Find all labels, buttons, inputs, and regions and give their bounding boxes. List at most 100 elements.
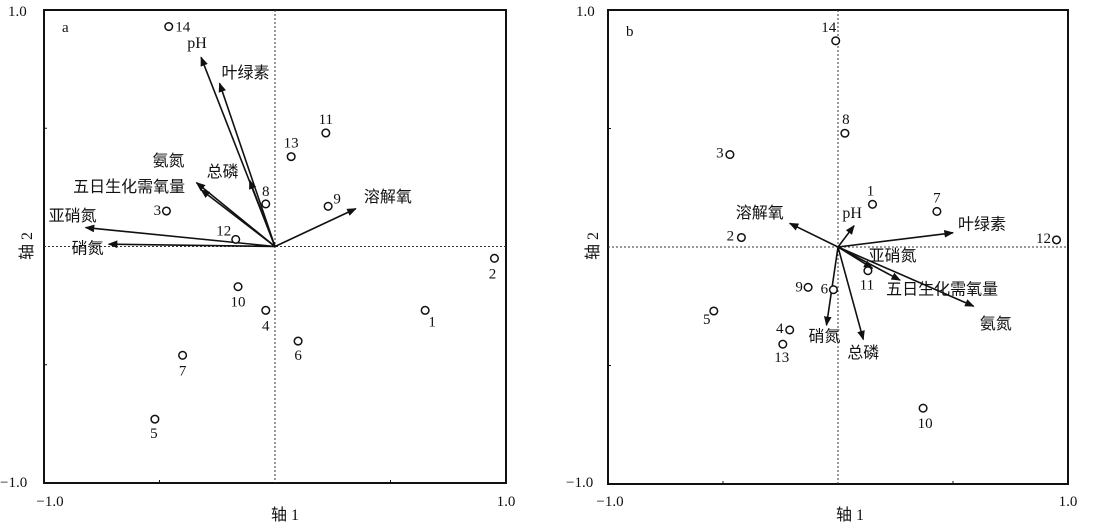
- site-point: [261, 305, 271, 315]
- vector-label: 总磷: [207, 163, 239, 181]
- site-point: [778, 339, 788, 349]
- panel-label: a: [62, 20, 69, 36]
- site-label: 6: [821, 282, 829, 298]
- site-point: [932, 206, 942, 216]
- site-label: 6: [294, 348, 302, 364]
- site-point: [321, 128, 331, 138]
- vector-arrow: [788, 222, 839, 248]
- site-point: [293, 336, 303, 346]
- y-tick-label-bottom: −1.0: [566, 475, 593, 491]
- site-label: 5: [150, 426, 158, 442]
- site-label: 2: [489, 266, 497, 282]
- site-point: [489, 253, 500, 263]
- vector-arrow: [84, 224, 276, 248]
- vector-arrow: [837, 246, 865, 341]
- vector-label: 氨氮: [980, 315, 1012, 333]
- vector-arrow: [837, 246, 901, 281]
- site-label: 3: [154, 203, 162, 219]
- site-point: [261, 199, 271, 209]
- site-point: [828, 285, 838, 295]
- y-tick-label-top: 1.0: [8, 4, 27, 20]
- site-label: 2: [727, 229, 735, 245]
- site-label: 9: [795, 279, 803, 295]
- site-point: [785, 325, 795, 335]
- vector-label: 溶解氧: [736, 204, 784, 222]
- vector-label: pH: [187, 35, 207, 52]
- site-point: [709, 306, 719, 316]
- vector-label: 五日生化需氧量: [73, 178, 185, 196]
- vector-label: 叶绿素: [222, 64, 270, 82]
- y-axis-title: 轴 2: [584, 232, 602, 260]
- site-label: 5: [703, 312, 711, 328]
- x-axis-title: 轴 1: [836, 506, 864, 524]
- site-label: 8: [262, 184, 270, 200]
- vector-label: 氨氮: [152, 152, 184, 170]
- vector-label: 硝氮: [72, 240, 104, 258]
- vector-arrow: [107, 240, 276, 249]
- site-label: 12: [1036, 231, 1051, 247]
- site-point: [178, 350, 188, 360]
- vector-arrow: [274, 207, 357, 248]
- y-axis-title: 轴 2: [18, 232, 36, 260]
- vector-label: 亚硝氮: [868, 247, 916, 265]
- site-label: 11: [860, 278, 874, 294]
- site-point: [420, 305, 430, 315]
- vector-label: 总磷: [847, 344, 879, 362]
- site-point: [150, 414, 160, 424]
- site-label: 4: [776, 321, 784, 337]
- vector-arrow: [837, 246, 975, 307]
- site-label: 13: [774, 350, 789, 366]
- site-label: 8: [842, 112, 850, 128]
- site-label: 10: [918, 416, 933, 432]
- site-point: [725, 150, 735, 160]
- site-point: [831, 36, 841, 46]
- x-tick-label-right: 1.0: [1059, 494, 1078, 510]
- vector-arrow: [248, 179, 276, 247]
- site-label: 7: [179, 363, 187, 379]
- vector-arrow: [837, 230, 954, 248]
- panel-label: b: [626, 24, 634, 40]
- x-axis-title: 轴 1: [271, 506, 299, 524]
- site-label: 14: [821, 20, 837, 36]
- vector-label: 亚硝氮: [49, 207, 97, 225]
- site-label: 9: [333, 191, 341, 207]
- site-point: [286, 152, 296, 162]
- x-tick-label-left: −1.0: [36, 494, 63, 510]
- site-label: 7: [933, 190, 941, 206]
- site-label: 10: [231, 295, 246, 311]
- site-label: 4: [262, 318, 270, 334]
- site-point: [161, 206, 171, 216]
- site-label: 1: [428, 314, 436, 330]
- site-point: [863, 266, 873, 276]
- x-tick-label-right: 1.0: [497, 494, 516, 510]
- vector-arrow: [837, 224, 855, 248]
- site-point: [323, 201, 333, 211]
- site-label: 13: [284, 136, 299, 152]
- site-label: 3: [716, 146, 724, 162]
- site-point: [918, 403, 928, 413]
- site-label: 1: [867, 183, 875, 199]
- site-point: [233, 282, 243, 292]
- y-tick-label-top: 1.0: [576, 4, 595, 20]
- site-label: 12: [216, 223, 231, 239]
- vector-label: 叶绿素: [958, 215, 1006, 233]
- vector-label: pH: [842, 205, 862, 222]
- site-point: [867, 199, 878, 209]
- y-tick-label-bottom: −1.0: [0, 475, 27, 491]
- panel-b: b 1.0 −1.0 −1.0 1.0 轴 1 轴 2 溶解氧 pH 叶绿素亚硝氮五…: [566, 4, 1077, 524]
- vector-label: 硝氮: [808, 328, 840, 346]
- vector-arrow: [200, 189, 276, 248]
- site-label: 14: [175, 20, 191, 36]
- site-point: [164, 22, 174, 32]
- site-label: 11: [319, 112, 333, 128]
- site-point: [803, 282, 813, 292]
- x-tick-label-left: −1.0: [596, 494, 623, 510]
- site-point: [1051, 235, 1062, 245]
- site-point: [736, 232, 746, 243]
- vector-label: 五日生化需氧量: [886, 281, 998, 299]
- site-point: [231, 234, 241, 244]
- vector-label: 溶解氧: [364, 188, 412, 206]
- vector-arrow: [218, 82, 276, 247]
